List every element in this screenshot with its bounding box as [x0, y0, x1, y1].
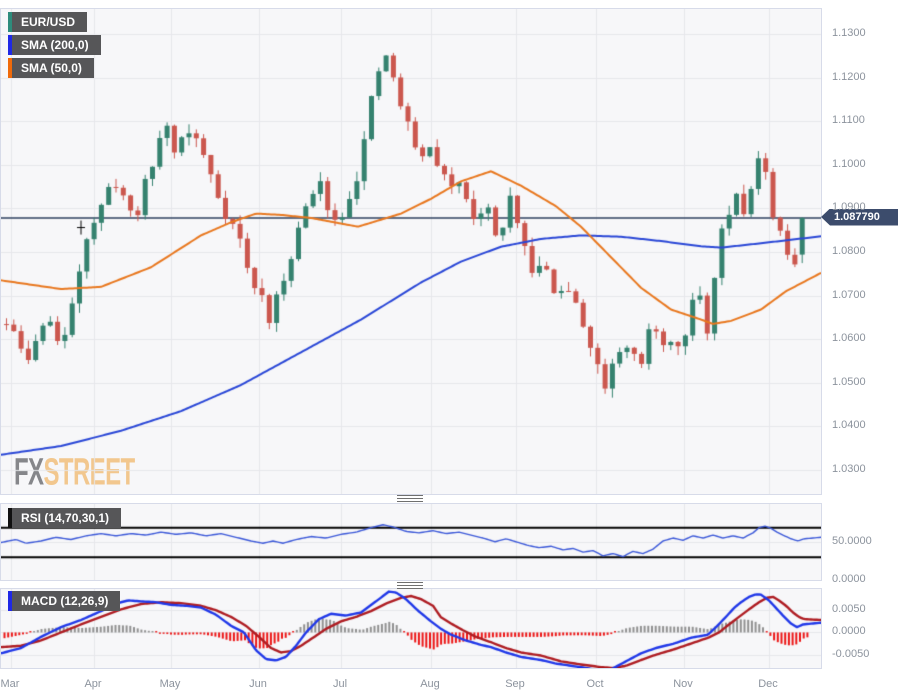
symbol-label: EUR/USD	[21, 15, 76, 29]
macd-label: MACD (12,26,9)	[21, 594, 109, 608]
macd-color-bar	[8, 591, 12, 611]
price-tick-label: 1.0500	[832, 375, 866, 388]
sma50-color-bar	[8, 58, 12, 78]
rsi-label: RSI (14,70,30,1)	[21, 511, 110, 525]
price-tick-label: 1.1200	[832, 70, 866, 83]
macd-tick-label: 0.0050	[832, 603, 866, 616]
price-tick-label: 1.0300	[832, 463, 866, 476]
macd-tick-label: 0.0000	[832, 625, 866, 638]
legend-sma50-badge: SMA (50,0)	[8, 58, 94, 78]
macd-tick-label: -0.0050	[832, 647, 870, 660]
sma200-label: SMA (200,0)	[21, 38, 89, 52]
month-label: Apr	[84, 678, 102, 690]
price-tick-label: 1.0600	[832, 332, 866, 345]
rsi-tick-label: 0.0000	[832, 572, 866, 585]
price-tick-label: 1.0400	[832, 419, 866, 432]
legend-sma200-badge: SMA (200,0)	[8, 35, 101, 55]
symbol-color-bar	[8, 12, 12, 32]
rsi-panel-resize-handle[interactable]	[397, 495, 423, 503]
price-tick-label: 1.0700	[832, 288, 866, 301]
rsi-color-bar	[8, 508, 12, 528]
macd-panel-resize-handle[interactable]	[397, 582, 423, 590]
price-tick-label: 1.1000	[832, 157, 866, 170]
month-label: Aug	[420, 678, 440, 690]
legend-rsi-badge: RSI (14,70,30,1)	[8, 508, 122, 528]
month-label: Dec	[758, 678, 778, 690]
month-label: Jun	[249, 678, 267, 690]
month-label: Oct	[586, 678, 604, 690]
price-axis[interactable]: 1.087790 1.1300 1.1200 1.1100 1.1000 1.0900 1…	[821, 0, 898, 697]
month-label: Mar	[0, 678, 20, 690]
month-label: Jul	[332, 678, 348, 690]
macd-chart-canvas[interactable]	[1, 589, 821, 668]
sma200-color-bar	[8, 35, 12, 55]
rsi-chart-canvas[interactable]	[1, 504, 821, 580]
price-tick-label: 1.1300	[832, 26, 866, 39]
current-price-badge: 1.087790	[821, 208, 898, 226]
time-axis[interactable]: Mar Apr May Jun Jul Aug Sep Oct Nov Dec	[0, 678, 822, 694]
month-label: Nov	[673, 678, 693, 690]
macd-panel	[0, 588, 822, 669]
rsi-panel	[0, 503, 822, 581]
month-label: Sep	[505, 678, 525, 690]
legend-macd-badge: MACD (12,26,9)	[8, 591, 121, 611]
sma50-label: SMA (50,0)	[21, 61, 82, 75]
price-chart-panel: FXSTREET	[0, 8, 822, 495]
price-tick-label: 1.0900	[832, 201, 866, 214]
price-chart-canvas[interactable]	[1, 9, 821, 494]
rsi-tick-label: 50.0000	[832, 535, 872, 548]
price-tick-label: 1.1100	[832, 114, 865, 127]
month-label: May	[159, 678, 181, 690]
price-tick-label: 1.0800	[832, 244, 866, 257]
legend-symbol-badge: EUR/USD	[8, 12, 88, 32]
